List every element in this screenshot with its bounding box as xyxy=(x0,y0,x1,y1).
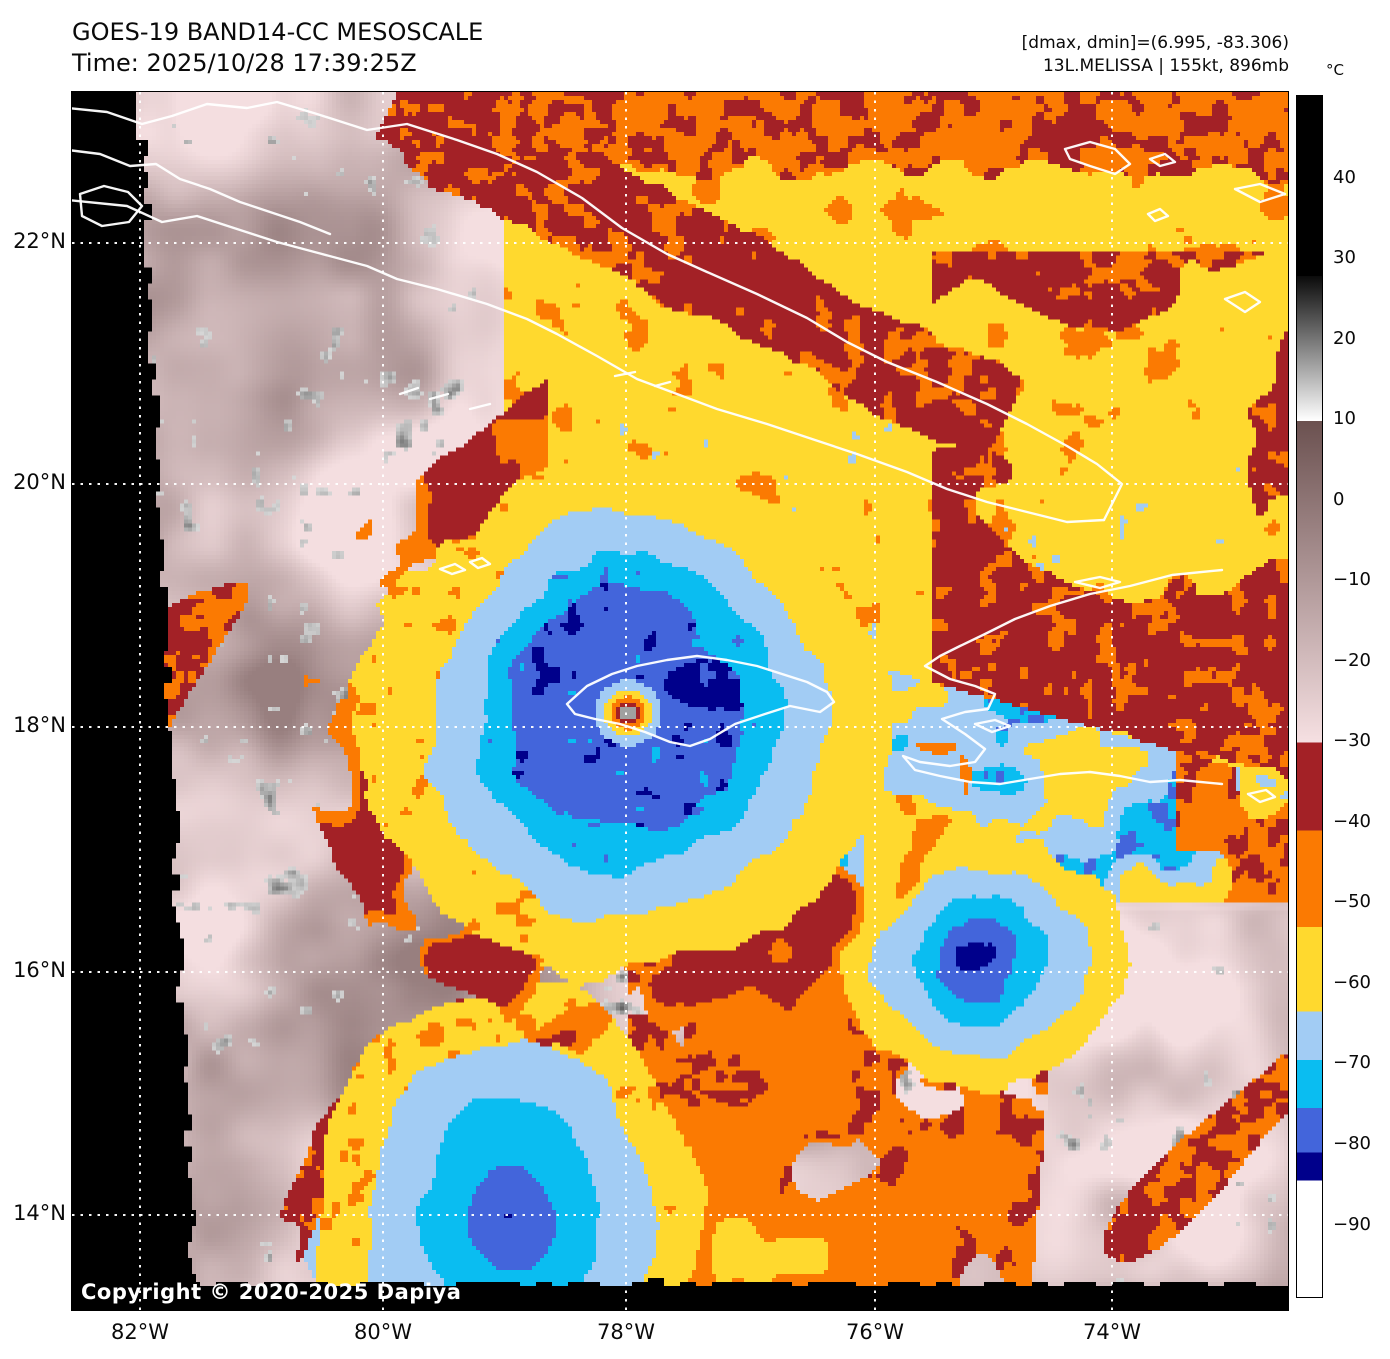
lat-gridline xyxy=(72,483,1288,485)
lat-tick-label: 16°N xyxy=(13,958,66,982)
lat-tick-label: 18°N xyxy=(13,713,66,737)
lat-gridline xyxy=(72,971,1288,973)
coastline-path xyxy=(613,370,637,378)
coastline-path xyxy=(901,568,1224,786)
colorbar-tick-label: 20 xyxy=(1333,327,1356,349)
coastline-path xyxy=(1146,207,1170,223)
coastline-path xyxy=(1073,575,1122,590)
coastline-path xyxy=(468,556,492,570)
lat-tick-label: 14°N xyxy=(13,1201,66,1225)
info-block: [dmax, dmin]=(6.995, -83.306) 13L.MELISS… xyxy=(1022,32,1289,78)
colorbar-tick-label: 10 xyxy=(1333,408,1356,430)
lon-gridline xyxy=(139,92,141,1310)
lon-tick-label: 80°W xyxy=(354,1320,412,1344)
coastline-path xyxy=(72,100,1124,522)
satellite-map-panel: Copyright © 2020-2025 Dapiya xyxy=(71,91,1289,1311)
lat-gridline xyxy=(72,726,1288,728)
colorbar-tick-label: −80 xyxy=(1333,1133,1371,1154)
colorbar-unit-label: °C xyxy=(1326,61,1344,79)
coastline-path xyxy=(72,149,332,236)
lon-gridline xyxy=(874,92,876,1310)
coastline-path xyxy=(653,380,672,388)
coastlines-overlay xyxy=(72,100,1287,804)
lon-tick-label: 74°W xyxy=(1083,1320,1141,1344)
colorbar-tick-label: 30 xyxy=(1333,247,1356,269)
lat-tick-label: 22°N xyxy=(13,229,66,253)
title-block: GOES-19 BAND14-CC MESOSCALE Time: 2025/1… xyxy=(72,17,483,79)
colorbar-tick-label: −40 xyxy=(1333,810,1371,832)
satellite-imagery-canvas xyxy=(72,92,1288,1310)
storm-status-readout: 13L.MELISSA | 155kt, 896mb xyxy=(1042,56,1289,76)
coastline-path xyxy=(1246,788,1277,804)
lat-tick-label: 20°N xyxy=(13,470,66,494)
coastline-path xyxy=(973,718,1012,734)
copyright-label: Copyright © 2020-2025 Dapiya xyxy=(81,1280,462,1304)
colorbar-gradient xyxy=(1297,96,1322,1297)
colorbar-tick-label: −50 xyxy=(1333,891,1371,913)
dmax-point-marker xyxy=(1010,580,1015,596)
coastline-path xyxy=(468,402,492,411)
colorbar-tick-label: 0 xyxy=(1333,488,1345,510)
coastline-path xyxy=(565,654,836,748)
figure-timestamp: Time: 2025/10/28 17:39:25Z xyxy=(72,49,417,77)
colorbar-tick-label: −10 xyxy=(1333,569,1371,591)
coastline-path xyxy=(78,184,144,228)
temperature-colorbar xyxy=(1296,95,1323,1298)
colorbar-tick-label: −60 xyxy=(1333,971,1371,993)
lon-tick-label: 76°W xyxy=(846,1320,904,1344)
colorbar-tick-label: −30 xyxy=(1333,730,1371,752)
lon-tick-label: 82°W xyxy=(111,1320,169,1344)
colorbar-tick-label: −70 xyxy=(1333,1052,1371,1074)
coastline-path xyxy=(1223,290,1262,314)
lon-gridline xyxy=(382,92,384,1310)
colorbar-tick-label: −20 xyxy=(1333,649,1371,671)
coastline-path xyxy=(1148,152,1177,168)
coastline-path xyxy=(438,562,467,576)
coastline-path xyxy=(72,199,1106,524)
lon-gridline xyxy=(625,92,627,1310)
lat-gridline xyxy=(72,1214,1288,1216)
coastline-path xyxy=(398,386,420,396)
lon-tick-label: 78°W xyxy=(597,1320,655,1344)
lon-gridline xyxy=(1111,92,1113,1310)
coastline-path xyxy=(1233,182,1287,204)
colorbar-tick-label: −90 xyxy=(1333,1213,1371,1235)
figure-title: GOES-19 BAND14-CC MESOSCALE xyxy=(72,18,484,46)
colorbar-tick-label: 40 xyxy=(1333,166,1356,188)
lat-gridline xyxy=(72,242,1288,244)
coastline-path xyxy=(1063,140,1132,176)
coastline-path xyxy=(428,392,450,401)
dmax-dmin-readout: [dmax, dmin]=(6.995, -83.306) xyxy=(1021,33,1289,53)
